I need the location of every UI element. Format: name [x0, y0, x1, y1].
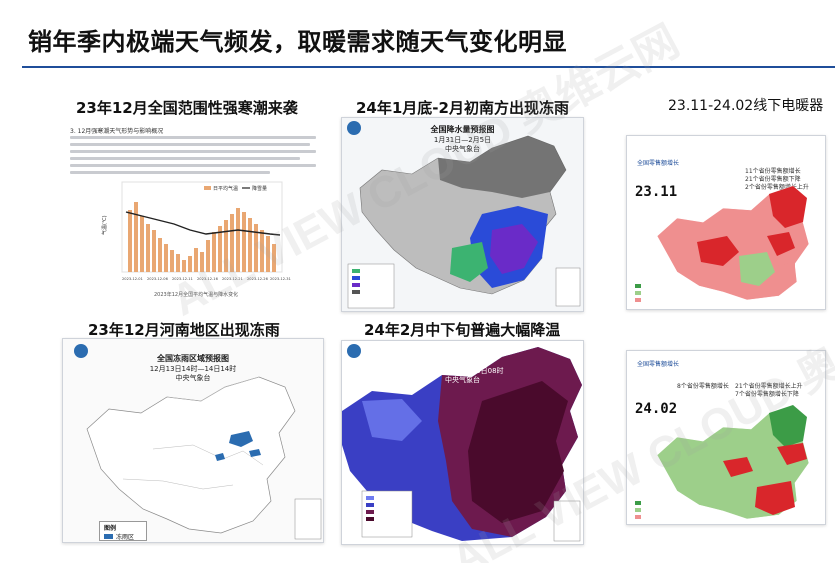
south-freezing-heading: 24年1月底-2月初南方出现冻雨: [356, 99, 569, 117]
south-freezing-map: 全国降水量预报图 1月31日—2月5日 中央气象台: [341, 117, 584, 312]
cma-logo-icon: [347, 121, 361, 135]
map-dates: 1月31日—2月5日: [433, 136, 492, 144]
freezing-rain-area: [215, 453, 225, 461]
cold-wave-heading: 23年12月全国范围性强寒潮来袭: [76, 99, 298, 117]
freezing-map-graphic: [74, 344, 322, 540]
province-red: [755, 481, 795, 515]
title-divider: [22, 66, 835, 68]
page-title: 销年季内极端天气频发，取暖需求随天气变化明显: [28, 28, 567, 56]
doc-text-line: [70, 171, 270, 174]
legend-swatch: [104, 534, 113, 539]
heater-map-2311: 全国零售额增长 11个省份零售额增长 21个省份零售额下降 2个省份零售额增长上…: [626, 135, 826, 310]
rain-purple-zone: [490, 224, 538, 274]
temperature-line: [125, 211, 281, 236]
map-org: 中央气象台: [445, 376, 480, 384]
province-border: [122, 478, 234, 490]
legend-title: 图例: [104, 525, 117, 532]
heater-heading: 23.11-24.02线下电暖器: [668, 98, 824, 114]
map-legend: 图例 冻雨区: [99, 521, 147, 541]
map-tab: 全国零售额增长: [637, 160, 680, 167]
doc-text-line: [70, 143, 310, 146]
period-label: 24.02: [635, 401, 678, 417]
legend-snow: 日平均气温: [213, 185, 238, 192]
map-tab: 全国零售额增长: [637, 361, 680, 368]
henan-freezing-map: 全国冻雨区域预报图 12月13日14时—14日14时 中央气象台 图例 冻雨区: [62, 338, 324, 543]
xtick-5: 2023-12-26: [247, 277, 269, 281]
province-map-graphic: [635, 404, 810, 520]
legend-item: 冻雨区: [104, 532, 134, 541]
map-title: 全国降温预报图: [434, 356, 491, 365]
map-legend-item: 21个省份零售额增长上升: [735, 383, 803, 390]
province-red: [769, 186, 807, 228]
heater-map-2402: 全国零售额增长 8个省份零售额增长 21个省份零售额增长上升 7个省份零售额增长…: [626, 350, 826, 525]
henan-freezing-heading: 23年12月河南地区出现冻雨: [88, 321, 280, 339]
china-outline: [86, 376, 296, 534]
precipitation-map-graphic: [347, 121, 581, 309]
province-red: [777, 443, 807, 465]
legend-label: 冻雨区: [116, 534, 135, 541]
period-label: 23.11: [635, 184, 678, 200]
province-map-graphic: [635, 185, 810, 302]
legend-temp: 降雪量: [252, 185, 267, 192]
map-dates: 12月13日14时—14日14时: [149, 365, 237, 373]
chart-ylabel: 气温(℃): [101, 215, 108, 235]
province-pink: [777, 262, 795, 286]
cma-logo-icon: [347, 344, 361, 358]
rain-heavy-north: [438, 136, 566, 198]
south-sea-inset: [294, 498, 322, 540]
doc-text-line: [70, 164, 316, 167]
xtick-2: 2023-12-11: [172, 277, 193, 281]
doc-heading: 3. 12月强寒潮天气形势与影响概况: [70, 128, 164, 135]
map-dates: 2月17日20时—23日08时: [421, 367, 504, 375]
cooling-dark-region: [468, 381, 568, 523]
temp-drop-map: 全国降温预报图 2月17日20时—23日08时 中央气象台: [341, 340, 584, 545]
xtick-0: 2023-12-01: [122, 277, 143, 281]
map-legend-item: 8个省份零售额增长: [677, 383, 729, 390]
doc-text-line: [70, 157, 300, 160]
cold-wave-document: 3. 12月强寒潮天气形势与影响概况: [62, 120, 324, 310]
xtick-4: 2023-12-21: [222, 277, 243, 281]
map-legend-item: 7个省份零售额增长下降: [735, 391, 799, 398]
map-legend-item: 2个省份零售额增长上升: [745, 184, 809, 191]
province-red: [767, 232, 795, 256]
freezing-rain-area: [249, 449, 261, 457]
cma-logo-icon: [74, 344, 88, 358]
map-org: 中央气象台: [175, 374, 211, 382]
xtick-3: 2023-12-16: [197, 277, 219, 281]
south-sea-inset: [555, 267, 581, 307]
rain-green-zone: [450, 242, 488, 282]
province-dark-green: [769, 405, 807, 447]
province-red: [697, 236, 739, 266]
map-org: 中央气象台: [445, 145, 480, 153]
map-legend-item: 21个省份零售额下降: [745, 176, 801, 183]
snowfall-bars: [128, 202, 276, 272]
freezing-rain-area: [229, 431, 253, 447]
xtick-1: 2023-12-06: [147, 277, 169, 281]
temperature-chart: 日平均气温 降雪量 气温(℃) 2023-12-01 2023-12-06 20…: [101, 181, 291, 298]
province-border: [166, 376, 260, 402]
cooling-map-graphic: [342, 341, 583, 544]
doc-text-line: [70, 136, 316, 139]
map-title: 全国冻雨区域预报图: [157, 354, 229, 363]
south-sea-inset: [553, 500, 581, 542]
temp-drop-heading: 24年2月中下旬普遍大幅降温: [364, 321, 561, 339]
cooling-light-region: [362, 399, 422, 441]
xtick-6: 2023-12-31: [270, 277, 291, 281]
doc-text-line: [70, 150, 316, 153]
map-legend-item: 11个省份零售额增长: [745, 168, 801, 175]
chart-caption: 2023年12月全国平均气温与降水变化: [154, 291, 238, 298]
province-green: [739, 252, 775, 286]
province-red: [723, 457, 753, 477]
legend-swatch-snow: [204, 186, 211, 190]
map-title: 全国降水量预报图: [430, 125, 495, 134]
